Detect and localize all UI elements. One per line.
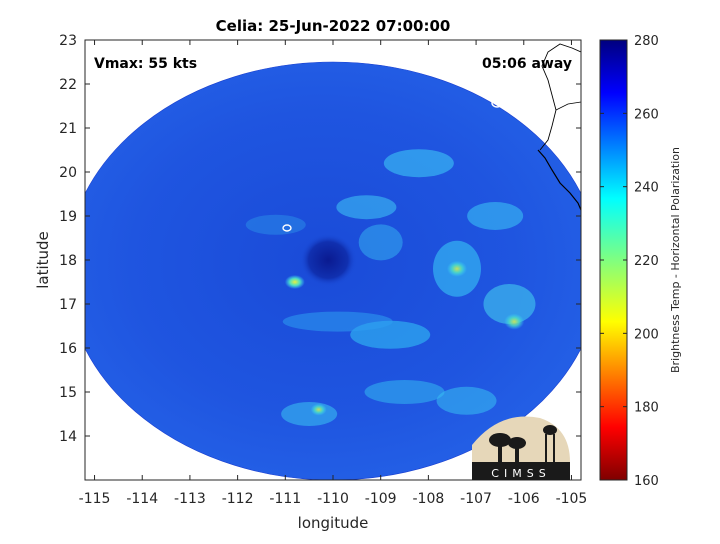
x-tick-label: -107 <box>460 491 492 507</box>
x-tick-label: -114 <box>126 491 158 507</box>
rain-band <box>383 149 454 178</box>
rain-band <box>282 311 393 332</box>
state-border <box>555 101 581 111</box>
swath-edge <box>85 61 581 480</box>
x-tick-label: -110 <box>317 491 349 507</box>
colorbar-tick-label: 240 <box>634 181 659 196</box>
rain-band <box>483 284 536 324</box>
x-axis-label: longitude <box>298 514 369 532</box>
colorbar-tick-label: 260 <box>634 107 659 122</box>
x-axis: -115 -114 -113 -112 -111 -110 -109 -108 -107 -106… <box>79 40 588 507</box>
colorbar-ticks: 160 180 200 220 240 260 280 <box>600 34 659 489</box>
y-axis-label: latitude <box>34 231 52 289</box>
rain-band <box>364 380 445 404</box>
vmax-annotation: Vmax: 55 kts <box>94 56 197 72</box>
chart-title: Celia: 25-Jun-2022 07:00:00 <box>216 17 451 35</box>
x-tick-label: -105 <box>556 491 588 507</box>
colorbar-tick-label: 160 <box>634 474 659 489</box>
time-away-annotation: 05:06 away <box>482 56 572 72</box>
island-maria <box>491 98 503 108</box>
water-tower-icon <box>543 425 557 435</box>
colorbar-gradient <box>599 39 628 481</box>
satellite-dish-icon <box>489 433 511 447</box>
satellite-dish-icon <box>508 437 526 449</box>
cimss-logo: CIMSS <box>472 416 570 480</box>
x-tick-label: -112 <box>222 491 254 507</box>
warm-cell <box>447 260 467 277</box>
coastline-border <box>539 43 581 151</box>
x-tick-label: -108 <box>412 491 444 507</box>
eyewall-convection <box>284 275 305 289</box>
rain-band <box>358 224 403 261</box>
x-tick-label: -109 <box>365 491 397 507</box>
y-tick-label: 22 <box>59 77 77 93</box>
rain-band <box>436 386 497 415</box>
coastline-mainland <box>537 149 581 211</box>
colorbar-label: Brightness Temp - Horizontal Polarizatio… <box>669 147 682 373</box>
y-tick-label: 23 <box>59 33 77 49</box>
x-tick-label: -106 <box>508 491 540 507</box>
y-tick-label: 20 <box>59 165 77 181</box>
colorbar-tick-label: 280 <box>634 34 659 49</box>
y-tick-label: 14 <box>59 429 77 445</box>
colorbar-tick-label: 220 <box>634 254 659 269</box>
storm-eye <box>300 234 357 286</box>
rain-band <box>281 402 338 426</box>
colorbar-tick-label: 200 <box>634 327 659 342</box>
rain-band <box>467 202 524 230</box>
warm-cell <box>310 403 327 416</box>
x-tick-label: -113 <box>174 491 206 507</box>
y-tick-label: 16 <box>59 341 77 357</box>
warm-cell <box>504 313 525 330</box>
y-tick-label: 19 <box>59 209 77 225</box>
logo-text: CIMSS <box>491 467 550 480</box>
y-tick-label: 21 <box>59 121 77 137</box>
colorbar: 160 180 200 220 240 260 280 Brightness Temp - … <box>599 34 682 489</box>
y-tick-label: 18 <box>59 253 77 269</box>
rain-band <box>245 214 306 235</box>
y-tick-label: 17 <box>59 297 77 313</box>
colorbar-tick-label: 180 <box>634 401 659 416</box>
x-tick-label: -115 <box>79 491 111 507</box>
island-socorro <box>282 224 292 232</box>
x-tick-label: -111 <box>269 491 301 507</box>
rain-band <box>336 195 397 220</box>
y-axis: 14 15 16 17 18 19 20 21 22 23 <box>59 33 581 445</box>
y-tick-label: 15 <box>59 385 77 401</box>
